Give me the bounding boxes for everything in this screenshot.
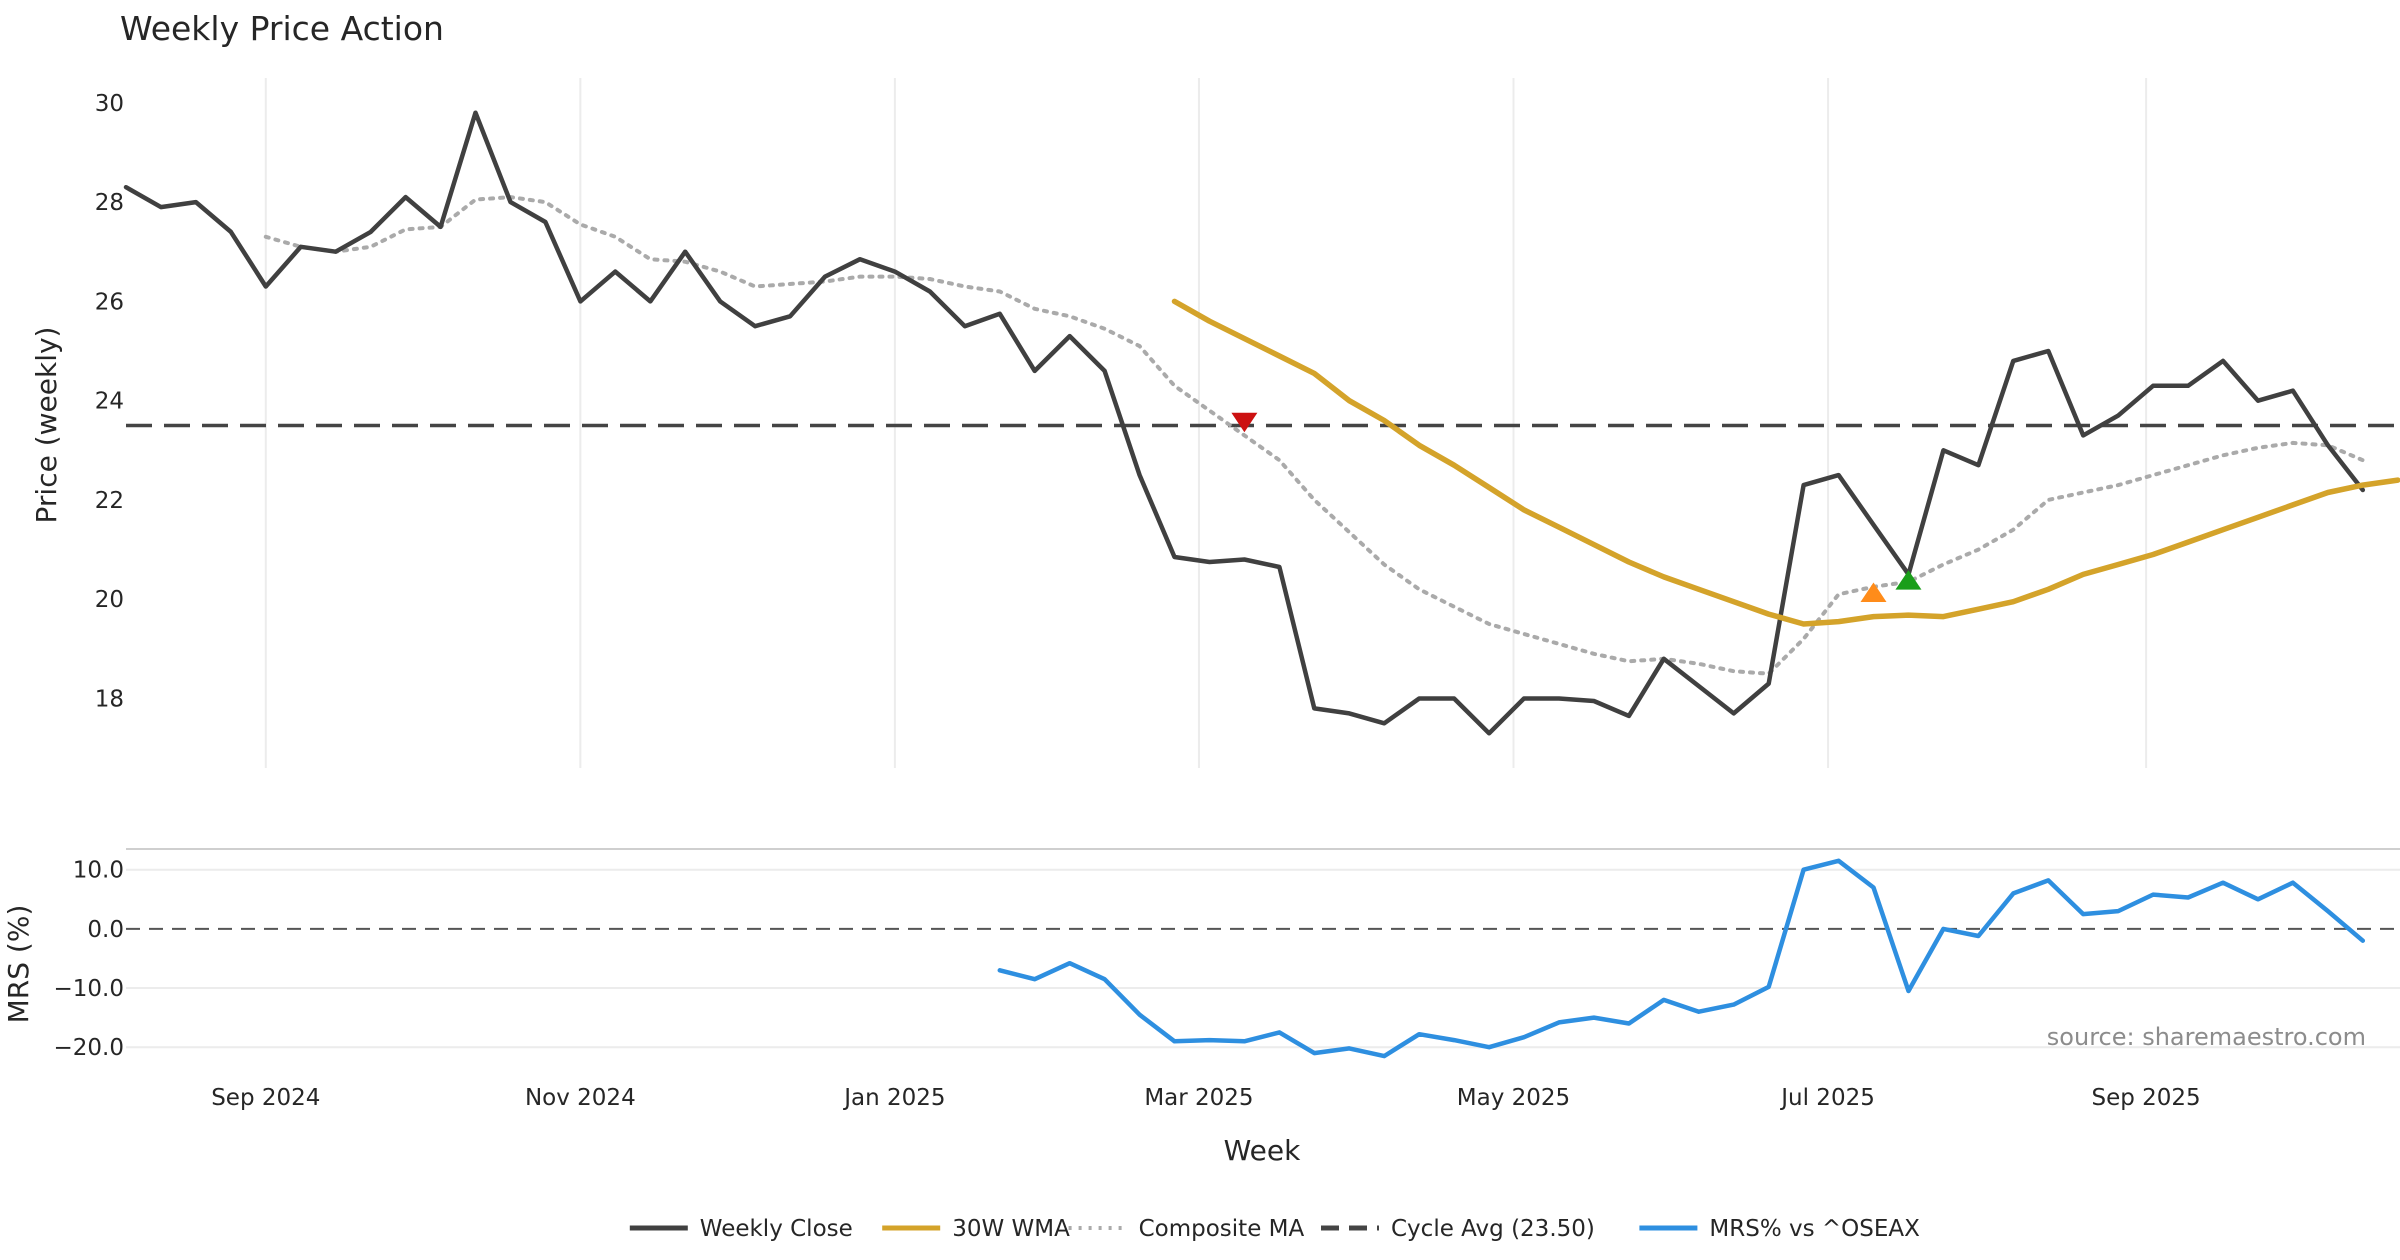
- price-series: [123, 110, 2400, 736]
- mrs-panel: 10.0 0.0 −10.0 −20.0 MRS (%) source: sharem…: [2, 848, 2400, 1062]
- price-y-tick-28: 28: [95, 190, 124, 216]
- x-axis-title: Week: [1224, 1134, 1301, 1167]
- price-y-tick-26: 26: [95, 289, 124, 315]
- sell-signal-marker: [1231, 412, 1258, 433]
- price-y-tick-24: 24: [95, 389, 124, 415]
- mrs-y-ticks: 10.0 0.0 −10.0 −20.0: [54, 858, 124, 1062]
- legend-label-weekly-close: Weekly Close: [700, 1216, 853, 1242]
- mrs-horizontal-grid: [126, 868, 2400, 1049]
- buy-signal-orange-marker: [1860, 582, 1887, 603]
- mrs-series: [997, 858, 2366, 1059]
- x-axis-ticks: Sep 2024 Nov 2024 Jan 2025 Mar 2025 May 2025…: [211, 1085, 2201, 1111]
- price-y-tick-20: 20: [95, 587, 124, 613]
- legend: Weekly Close 30W WMA Composite MA Cycle Avg…: [629, 1216, 1920, 1242]
- mrs-y-tick-3: −20.0: [54, 1035, 124, 1061]
- legend-label-composite-ma: Composite MA: [1139, 1216, 1305, 1242]
- x-tick-label-sep-2025: Sep 2025: [2092, 1085, 2201, 1111]
- price-y-tick-30: 30: [95, 91, 124, 117]
- price-y-tick-22: 22: [95, 488, 124, 514]
- price-vertical-grid: [264, 78, 2148, 768]
- series-weekly-close: [123, 110, 2366, 736]
- legend-label-mrs-vs-oseax: MRS% vs ^OSEAX: [1709, 1216, 1920, 1242]
- series-mrs-vs-oseax: [997, 858, 2366, 1059]
- buy-signal-green-marker: [1895, 570, 1922, 590]
- mrs-y-tick-2: −10.0: [54, 976, 124, 1002]
- x-tick-label-mar-2025: Mar 2025: [1144, 1085, 1253, 1111]
- price-y-tick-18: 18: [95, 687, 124, 713]
- legend-label-30w-wma: 30W WMA: [952, 1216, 1070, 1242]
- mrs-y-tick-0: 10.0: [73, 858, 124, 884]
- x-tick-label-jul-2025: Jul 2025: [1779, 1085, 1875, 1111]
- mrs-y-tick-1: 0.0: [87, 917, 124, 943]
- x-tick-label-nov-2024: Nov 2024: [525, 1085, 636, 1111]
- price-y-ticks: 18 20 22 24 26 28 30: [95, 91, 124, 713]
- series-30w-wma: [1171, 298, 2400, 627]
- x-tick-label-may-2025: May 2025: [1457, 1085, 1570, 1111]
- legend-label-cycle-avg-23-50: Cycle Avg (23.50): [1391, 1216, 1595, 1242]
- mrs-y-axis-title: MRS (%): [2, 905, 35, 1024]
- signal-markers: [1231, 412, 1922, 603]
- price-y-axis-title: Price (weekly): [30, 327, 63, 524]
- x-tick-label-jan-2025: Jan 2025: [842, 1085, 945, 1111]
- chart-title: Weekly Price Action: [120, 9, 444, 48]
- series-composite-ma: [263, 195, 2365, 676]
- x-tick-label-sep-2024: Sep 2024: [211, 1085, 320, 1111]
- source-label: source: sharemaestro.com: [2047, 1023, 2366, 1051]
- price-panel: 18 20 22 24 26 28 30 Price (weekly): [30, 78, 2400, 768]
